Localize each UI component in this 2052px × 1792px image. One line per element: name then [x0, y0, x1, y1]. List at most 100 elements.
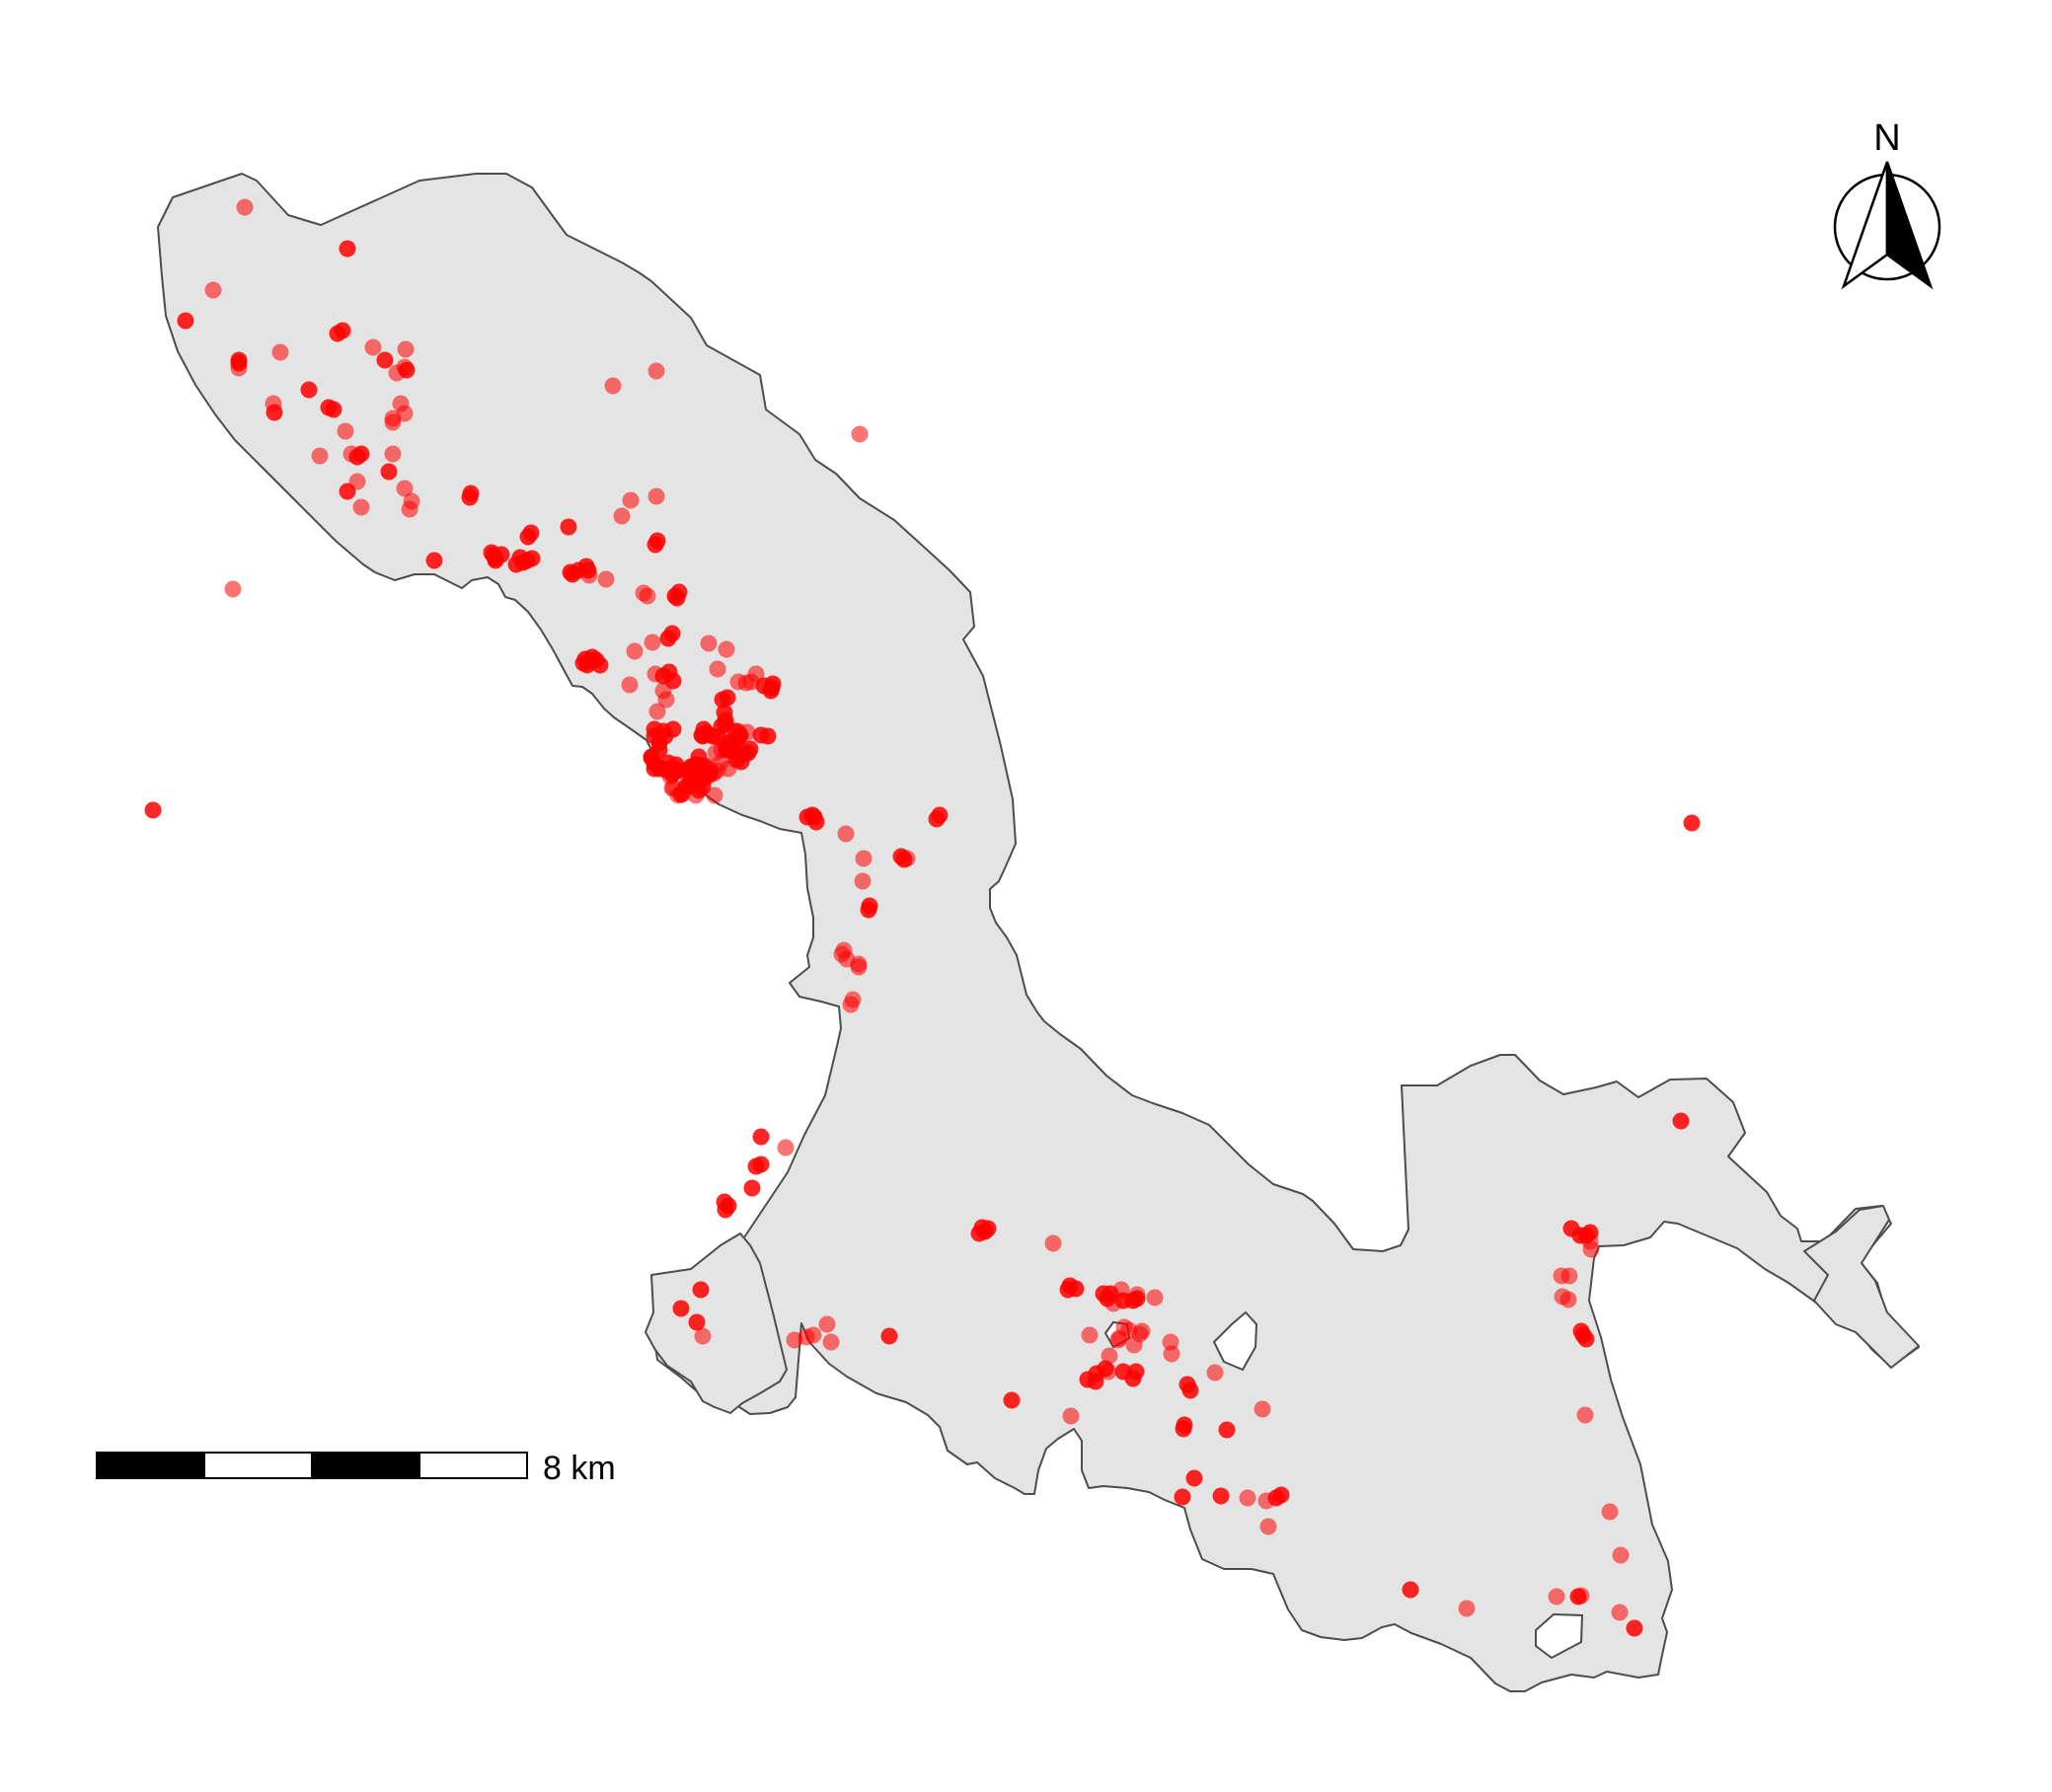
occurrence-point: [668, 589, 686, 607]
occurrence-point: [1559, 1291, 1577, 1308]
occurrence-point: [717, 1201, 734, 1219]
occurrence-point: [747, 665, 765, 683]
occurrence-point: [1239, 1489, 1256, 1507]
occurrence-point: [706, 786, 723, 804]
occurrence-point: [348, 448, 366, 466]
occurrence-point: [560, 518, 577, 536]
occurrence-point: [396, 480, 414, 497]
occurrence-point: [672, 1300, 690, 1317]
occurrence-point: [1553, 1267, 1570, 1285]
occurrence-point: [398, 361, 416, 379]
north-label: N: [1873, 117, 1900, 159]
occurrence-point: [626, 642, 644, 660]
occurrence-point: [613, 507, 631, 525]
occurrence-point: [380, 463, 398, 481]
occurrence-point: [759, 727, 777, 745]
occurrence-point: [700, 635, 718, 652]
occurrence-point: [1572, 1322, 1590, 1340]
occurrence-point: [519, 528, 537, 546]
occurrence-point: [855, 850, 873, 867]
southwest-lobe: [645, 1232, 788, 1414]
occurrence-point: [838, 950, 856, 968]
occurrence-point: [271, 343, 289, 361]
occurrence-point: [384, 410, 402, 427]
occurrence-point: [777, 1139, 795, 1157]
occurrence-point: [709, 660, 726, 678]
occurrence-point: [329, 325, 346, 342]
scale-bar-segment-4: [418, 1452, 528, 1479]
occurrence-point: [311, 447, 329, 465]
occurrence-point: [970, 1225, 988, 1242]
occurrence-point: [1097, 1360, 1114, 1378]
occurrence-point: [1146, 1289, 1164, 1307]
occurrence-point: [224, 580, 242, 598]
occurrence-point: [694, 1327, 712, 1345]
occurrence-point: [364, 338, 382, 356]
occurrence-point: [1612, 1546, 1630, 1564]
occurrence-point: [647, 362, 665, 380]
occurrence-point: [1125, 1336, 1143, 1354]
scale-bar-segment-3: [311, 1452, 420, 1479]
occurrence-point: [693, 726, 711, 744]
scale-bar-label: 8 km: [543, 1450, 616, 1487]
occurrence-point: [837, 825, 855, 843]
occurrence-point: [650, 734, 668, 752]
scale-bar-segment-2: [203, 1452, 313, 1479]
occurrence-point: [300, 381, 318, 399]
map-hole: [1212, 1310, 1258, 1372]
occurrence-point: [664, 672, 682, 690]
occurrence-point: [798, 1328, 815, 1346]
occurrence-point: [579, 561, 597, 579]
occurrence-point: [1081, 1326, 1099, 1344]
occurrence-point: [337, 422, 354, 440]
occurrence-point: [597, 570, 615, 588]
occurrence-point: [1062, 1407, 1080, 1425]
occurrence-point: [392, 395, 410, 412]
occurrence-point: [644, 634, 661, 651]
occurrence-point: [807, 813, 825, 831]
occurrence-point: [1101, 1347, 1118, 1365]
occurrence-point: [842, 996, 860, 1013]
occurrence-point: [397, 340, 415, 358]
occurrence-point: [647, 487, 665, 505]
occurrence-point: [646, 536, 664, 554]
occurrence-point: [663, 766, 681, 784]
occurrence-point: [621, 676, 639, 694]
occurrence-point: [1124, 1370, 1142, 1387]
occurrence-point: [689, 767, 707, 784]
occurrence-point: [861, 897, 878, 915]
occurrence-points: [144, 198, 1701, 1637]
occurrence-point: [564, 565, 581, 583]
occurrence-point: [1218, 1421, 1236, 1439]
occurrence-point: [1174, 1488, 1191, 1506]
occurrence-point: [1458, 1600, 1476, 1617]
occurrence-point: [1626, 1619, 1643, 1637]
occurrence-point: [822, 1333, 840, 1351]
occurrence-point: [1576, 1406, 1594, 1424]
occurrence-point: [1611, 1604, 1629, 1621]
occurrence-point: [144, 801, 162, 819]
occurrence-point: [425, 552, 443, 569]
occurrence-point: [895, 851, 913, 868]
occurrence-point: [507, 556, 525, 573]
occurrence-point: [1601, 1503, 1619, 1521]
occurrence-point: [1044, 1234, 1062, 1252]
north-arrow-right-half: [1885, 161, 1934, 290]
occurrence-point: [578, 656, 596, 674]
occurrence-point: [1067, 1280, 1085, 1298]
scale-bar: 8 km: [96, 1450, 616, 1487]
occurrence-point: [1254, 1400, 1271, 1418]
occurrence-point: [818, 1315, 836, 1333]
occurrence-point: [854, 872, 872, 890]
occurrence-point: [236, 198, 254, 216]
occurrence-point: [204, 281, 222, 299]
occurrence-point: [352, 498, 370, 516]
occurrence-point: [266, 404, 283, 421]
occurrence-point: [931, 806, 949, 824]
occurrence-point: [622, 491, 640, 509]
occurrence-point: [851, 425, 869, 443]
scale-bar-segment-1: [96, 1452, 205, 1479]
occurrence-point: [1259, 1518, 1277, 1535]
occurrence-point: [1206, 1364, 1224, 1381]
